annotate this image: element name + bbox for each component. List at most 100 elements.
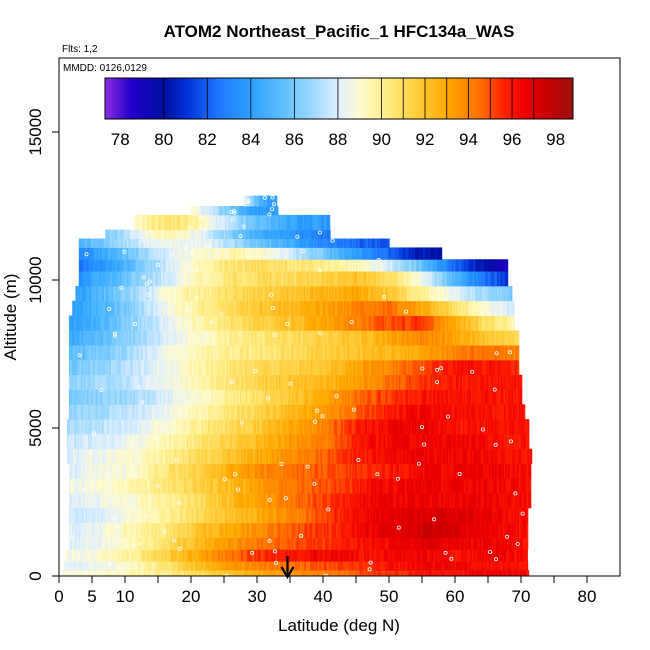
- heat-cell: [462, 570, 465, 577]
- heat-cell: [448, 561, 451, 571]
- heat-cell: [276, 433, 279, 450]
- heat-cell: [199, 359, 202, 376]
- heat-cell: [303, 433, 306, 450]
- heat-cell: [113, 493, 116, 509]
- heat-cell: [385, 549, 387, 562]
- heat-cell: [473, 493, 476, 509]
- heat-cell: [395, 537, 398, 550]
- heat-cell: [347, 507, 350, 524]
- heat-cell: [527, 570, 530, 577]
- heat-cell: [144, 448, 147, 464]
- heat-cell: [348, 433, 351, 450]
- heat-cell: [388, 522, 391, 538]
- heat-cell: [151, 345, 154, 361]
- heat-cell: [86, 359, 89, 376]
- heat-cell: [184, 561, 187, 571]
- heat-cell: [230, 522, 233, 538]
- heat-cell: [304, 374, 307, 390]
- heat-cell: [146, 374, 149, 390]
- heat-cell: [342, 433, 345, 450]
- heat-cell: [359, 522, 362, 538]
- heat-cell: [259, 374, 262, 390]
- heat-cell: [460, 389, 463, 405]
- heat-cell: [389, 507, 392, 524]
- heat-cell: [94, 507, 97, 524]
- heat-cell: [332, 389, 335, 405]
- heat-cell: [83, 374, 86, 390]
- heat-cell: [524, 522, 527, 538]
- heat-cell: [509, 478, 512, 494]
- heat-cell: [428, 522, 431, 538]
- heat-cell: [365, 448, 368, 464]
- heat-cell: [476, 359, 479, 376]
- heat-cell: [239, 507, 242, 524]
- heat-cell: [256, 374, 259, 390]
- heat-cell: [508, 359, 511, 376]
- heat-cell: [374, 570, 377, 577]
- heat-cell: [488, 404, 491, 420]
- heat-cell: [358, 493, 361, 509]
- heat-cell: [314, 359, 317, 376]
- heat-cell: [407, 561, 410, 571]
- heat-cell: [403, 549, 405, 562]
- heat-cell: [275, 478, 278, 494]
- heat-cell: [505, 478, 508, 494]
- heat-cell: [359, 493, 362, 509]
- heat-cell: [177, 419, 180, 435]
- heat-cell: [504, 419, 507, 435]
- heat-cell: [343, 359, 346, 376]
- heat-cell: [301, 389, 304, 405]
- heat-cell: [443, 448, 446, 464]
- heat-cell: [287, 448, 290, 464]
- heat-cell: [232, 478, 235, 494]
- heat-cell: [280, 463, 283, 479]
- heat-cell: [526, 463, 529, 479]
- heat-cell: [158, 359, 161, 376]
- heat-cell: [172, 522, 175, 538]
- heat-cell: [301, 359, 304, 376]
- heat-cell: [121, 522, 124, 538]
- heat-cell: [244, 478, 247, 494]
- heat-cell: [155, 549, 158, 562]
- heat-cell: [156, 448, 159, 464]
- heat-cell: [287, 561, 290, 571]
- heat-cell: [98, 549, 101, 562]
- heat-cell: [292, 522, 295, 538]
- heat-cell: [346, 522, 349, 538]
- heat-cell: [382, 493, 385, 509]
- heat-cell: [242, 404, 245, 420]
- heat-cell: [70, 478, 73, 494]
- heat-cell: [475, 537, 478, 550]
- heat-cell: [212, 478, 215, 494]
- heat-cell: [448, 493, 451, 509]
- heat-cell: [303, 448, 306, 464]
- heat-cell: [254, 389, 257, 405]
- heat-cell: [244, 463, 247, 479]
- heat-cell: [322, 522, 325, 538]
- heat-cell: [92, 561, 95, 571]
- heat-cell: [175, 493, 178, 509]
- heat-cell: [311, 433, 314, 450]
- heat-cell: [397, 561, 400, 571]
- heat-cell: [136, 463, 139, 479]
- heat-cell: [112, 561, 115, 571]
- heat-cell: [296, 448, 299, 464]
- heat-cell: [352, 537, 355, 550]
- heat-cell: [112, 537, 115, 550]
- heat-cell: [197, 507, 200, 524]
- heat-cell: [311, 549, 314, 562]
- heat-cell: [335, 507, 338, 524]
- heat-cell: [314, 433, 317, 450]
- heat-cell: [498, 448, 501, 464]
- heat-cell: [337, 478, 340, 494]
- heat-cell: [202, 345, 205, 361]
- heat-cell: [127, 522, 130, 538]
- heat-cell: [227, 570, 230, 577]
- heat-cell: [227, 433, 230, 450]
- heat-cell: [431, 448, 434, 464]
- heat-cell: [386, 463, 389, 479]
- heat-cell: [517, 493, 520, 509]
- heat-cell: [521, 537, 524, 550]
- heat-cell: [89, 549, 92, 562]
- heat-cell: [437, 433, 440, 450]
